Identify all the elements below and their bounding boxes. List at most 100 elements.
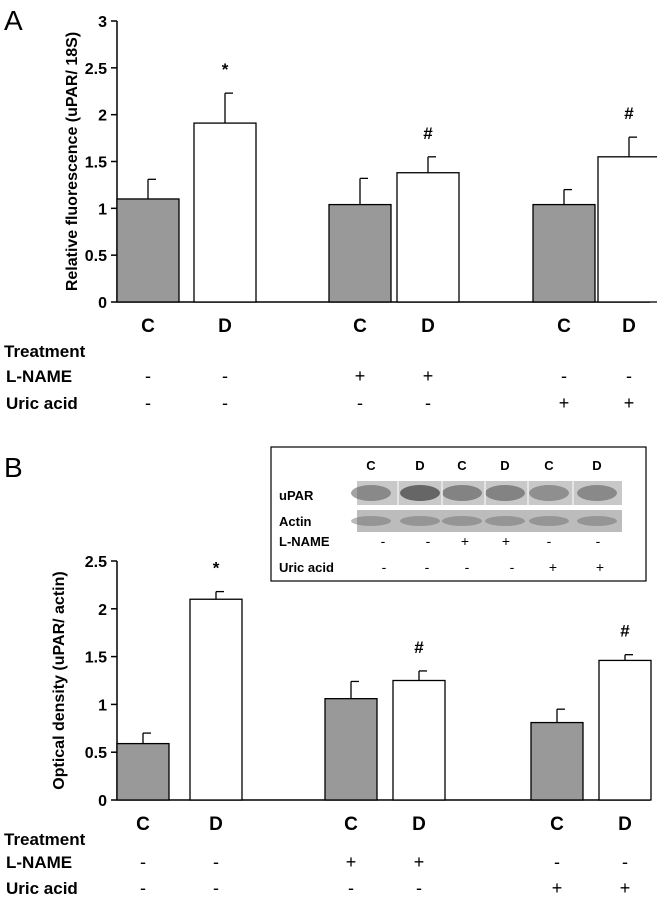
category-label: C — [353, 316, 367, 337]
treatment-sign: + — [620, 878, 631, 898]
blot-band-actin — [442, 516, 482, 526]
y-tick-label: 2 — [98, 108, 107, 125]
treatment-row-label: Uric acid — [6, 394, 78, 413]
y-tick-label: 1 — [98, 201, 107, 218]
treatment-sign: - — [622, 852, 628, 872]
blot-uric-sign: + — [596, 559, 604, 575]
treatment-sign: - — [348, 878, 354, 898]
blot-lname-sign: - — [381, 533, 386, 549]
treatment-sign: - — [213, 878, 219, 898]
category-label: D — [618, 814, 632, 835]
lane-label: D — [592, 458, 601, 473]
treatment-sign: - — [145, 393, 151, 413]
bar — [193, 122, 257, 303]
category-label: C — [136, 814, 150, 835]
treatment-row-label: Treatment — [4, 342, 86, 361]
y-tick-label: 1.5 — [85, 650, 107, 667]
blot-band-upar — [400, 485, 440, 501]
panel-a: A 0 0.5 1 1.5 2 2.5 3 Relative fluorescence (uP… — [4, 5, 657, 413]
bar — [189, 598, 243, 801]
bar — [530, 721, 584, 801]
lane-label: C — [366, 458, 376, 473]
blot-strip-actin — [357, 510, 622, 532]
blot-band-upar — [442, 485, 482, 501]
bar — [396, 172, 460, 303]
y-axis-label: Optical density (uPAR/ actin) — [51, 571, 68, 789]
treatment-sign: - — [554, 852, 560, 872]
panel-letter-b: B — [4, 452, 23, 483]
blot-band-actin — [529, 516, 569, 526]
significance-mark: # — [414, 638, 424, 657]
treatment-sign: - — [561, 366, 567, 386]
significance-mark: # — [423, 124, 433, 143]
blot-band-upar — [577, 485, 617, 501]
y-tick-label: 2.5 — [85, 554, 107, 571]
panel-letter-a: A — [4, 5, 23, 36]
blot-band-actin — [351, 516, 391, 526]
treatment-sign: - — [416, 878, 422, 898]
treatment-sign: + — [423, 366, 434, 386]
bar — [392, 679, 446, 801]
blot-band-actin — [577, 516, 617, 526]
lane-label: D — [415, 458, 424, 473]
blot-uric-label: Uric acid — [279, 560, 334, 575]
lane-label: C — [544, 458, 554, 473]
treatment-row-label: Treatment — [4, 830, 86, 849]
y-tick-label: 0.5 — [85, 248, 107, 265]
category-label: D — [421, 316, 435, 337]
panel-b: B 0 0.5 1 1.5 2 2.5 Optical density (uPAR/ act… — [4, 446, 652, 898]
blot-row-label: uPAR — [279, 488, 314, 503]
blot-band-upar — [351, 485, 391, 501]
y-tick-label: 0 — [98, 793, 107, 810]
significance-mark: # — [624, 104, 634, 123]
blot-lname-sign: - — [596, 533, 601, 549]
bar — [597, 156, 657, 303]
blot-uric-sign: - — [510, 559, 515, 575]
category-label: D — [412, 814, 426, 835]
treatment-sign: - — [357, 393, 363, 413]
significance-mark: # — [620, 622, 630, 641]
blot-lname-label: L-NAME — [279, 534, 330, 549]
treatment-sign: - — [222, 366, 228, 386]
treatment-row-label: L-NAME — [6, 367, 72, 386]
bar — [116, 198, 180, 303]
y-tick-label: 0.5 — [85, 745, 107, 762]
category-label: C — [141, 316, 155, 337]
category-label: C — [344, 814, 358, 835]
category-label: D — [209, 814, 223, 835]
bar — [116, 742, 170, 801]
y-tick-label: 0 — [98, 295, 107, 312]
category-label: D — [622, 316, 636, 337]
blot-band-actin — [400, 516, 440, 526]
treatment-row-label: L-NAME — [6, 853, 72, 872]
category-label: C — [557, 316, 571, 337]
blot-band-actin — [485, 516, 525, 526]
treatment-sign: - — [222, 393, 228, 413]
treatment-sign: + — [414, 852, 425, 872]
treatment-sign: - — [425, 393, 431, 413]
blot-band-upar — [529, 485, 569, 501]
bar — [324, 698, 378, 801]
y-tick-label: 1 — [98, 697, 107, 714]
treatment-sign: + — [346, 852, 357, 872]
blot-uric-sign: + — [549, 559, 557, 575]
lane-label: C — [457, 458, 467, 473]
significance-mark: * — [222, 60, 229, 79]
bar — [598, 659, 652, 801]
treatment-sign: + — [559, 393, 570, 413]
y-tick-label: 1.5 — [85, 155, 107, 172]
y-tick-label: 2.5 — [85, 61, 107, 78]
category-label: C — [550, 814, 564, 835]
treatment-sign: - — [213, 852, 219, 872]
treatment-sign: - — [626, 366, 632, 386]
blot-lname-sign: + — [502, 533, 510, 549]
blot-lname-sign: - — [426, 533, 431, 549]
treatment-sign: - — [145, 366, 151, 386]
blot-band-upar — [485, 485, 525, 501]
blot-uric-sign: - — [465, 559, 470, 575]
treatment-sign: - — [140, 878, 146, 898]
category-label: D — [218, 316, 232, 337]
y-tick-label: 3 — [98, 14, 107, 31]
